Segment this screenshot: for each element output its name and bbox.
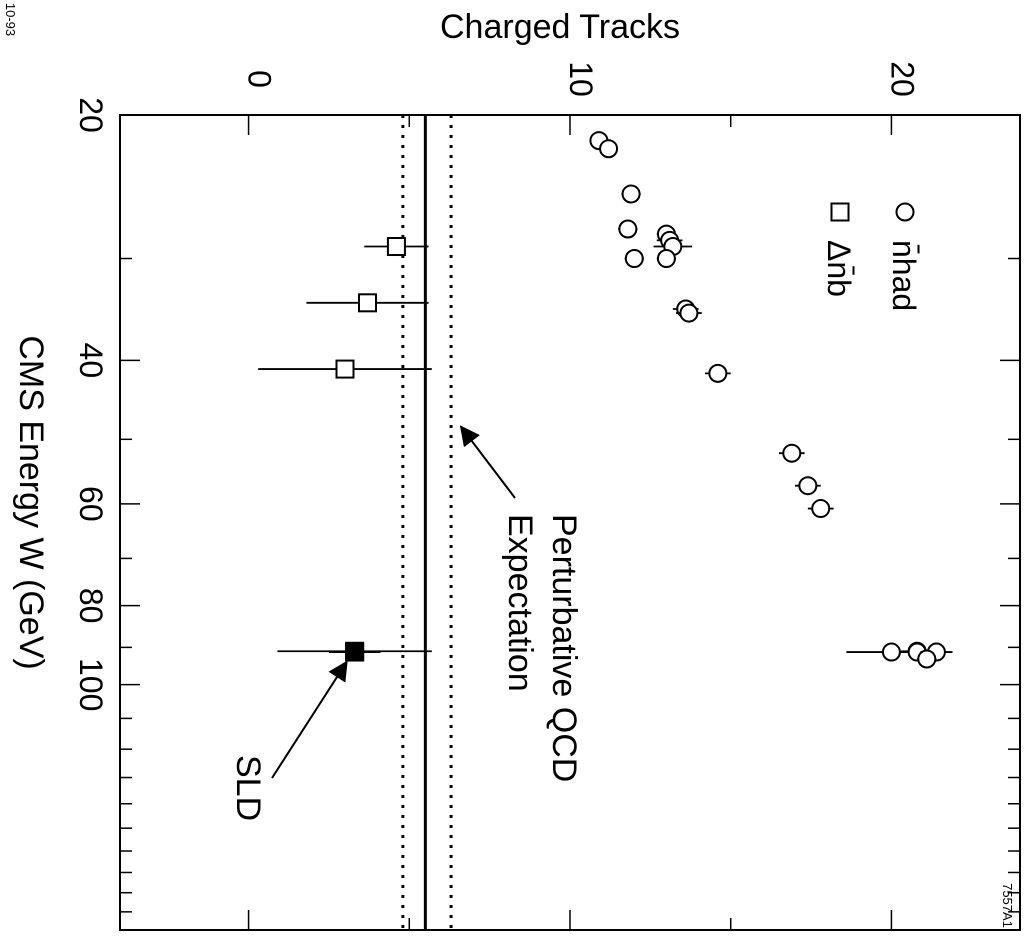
data-marks <box>258 131 953 669</box>
legend-marker-nhad <box>895 202 915 222</box>
legend-label: Δn̄b <box>821 240 857 297</box>
axes: 0 10 20 20 40 60 80 100 <box>73 61 1020 931</box>
qcd-label-line2: Expectation <box>501 514 539 692</box>
nhad-point <box>708 363 728 383</box>
nhad-point <box>656 249 676 269</box>
x-axis-title: CMS Energy W (GeV) <box>12 335 50 669</box>
nhad-point <box>917 649 937 669</box>
legend-label: n̄had <box>886 240 922 311</box>
delta-nb-point <box>386 237 406 257</box>
legend-marker-delta-nb <box>830 202 850 222</box>
sld-arrow <box>271 660 348 779</box>
sld-label: SLD <box>229 755 267 821</box>
y-tick-label: 10 <box>563 61 599 97</box>
x-tick-label: 100 <box>73 658 109 711</box>
delta-nb-point <box>358 293 377 313</box>
y-tick-label: 0 <box>242 70 278 88</box>
nhad-point <box>798 476 818 496</box>
sld-point <box>345 642 365 662</box>
x-tick-label: 60 <box>73 486 109 522</box>
nhad-point <box>881 642 901 662</box>
nhad-point <box>624 249 644 269</box>
x-tick-label: 40 <box>73 343 109 379</box>
x-tick-label: 20 <box>73 97 109 133</box>
legend: n̄had Δn̄b <box>821 202 922 311</box>
nhad-point <box>599 139 619 159</box>
reference-lines <box>401 115 453 930</box>
x-tick-label: 80 <box>73 588 109 624</box>
nhad-point <box>679 303 699 323</box>
nhad-point <box>782 443 802 463</box>
delta-nb-point <box>335 359 355 379</box>
y-axis-title: Charged Tracks <box>440 8 680 46</box>
nhad-point <box>618 219 638 239</box>
nhad-point <box>621 184 641 204</box>
y-tick-label: 20 <box>884 61 920 97</box>
nhad-point <box>811 499 831 519</box>
qcd-arrow <box>459 425 516 499</box>
qcd-label-line1: Perturbative QCD <box>545 514 583 782</box>
